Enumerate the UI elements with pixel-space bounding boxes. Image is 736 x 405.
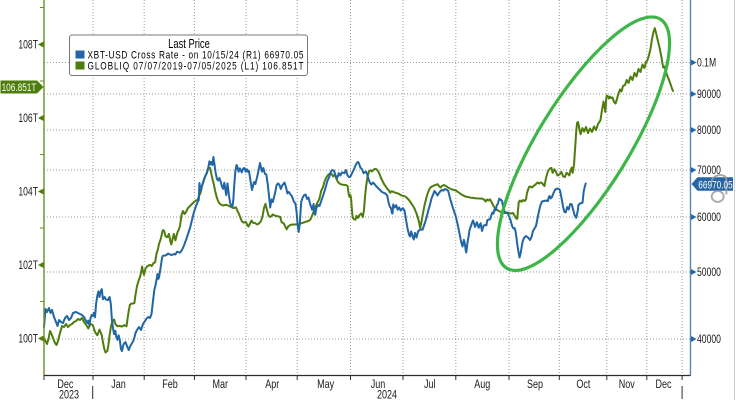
svg-text:106.851T: 106.851T bbox=[2, 82, 37, 94]
svg-text:XBT-USD Cross Rate - on 10/15: XBT-USD Cross Rate - on 10/15/24 (R1) 66… bbox=[88, 49, 304, 61]
svg-text:80000: 80000 bbox=[697, 125, 721, 137]
svg-text:Aug: Aug bbox=[474, 378, 490, 392]
svg-text:Apr: Apr bbox=[265, 378, 279, 392]
svg-text:May: May bbox=[317, 378, 335, 392]
svg-text:Last Price: Last Price bbox=[168, 38, 210, 52]
svg-text:104T: 104T bbox=[18, 186, 38, 198]
svg-text:90000: 90000 bbox=[697, 89, 721, 101]
svg-text:100T: 100T bbox=[18, 333, 38, 345]
svg-text:50000: 50000 bbox=[697, 267, 721, 279]
svg-text:70000: 70000 bbox=[697, 165, 721, 177]
svg-text:Dec: Dec bbox=[57, 378, 74, 392]
svg-text:Jun: Jun bbox=[371, 378, 386, 392]
svg-text:Jul: Jul bbox=[424, 378, 435, 392]
svg-text:Nov: Nov bbox=[619, 378, 636, 392]
svg-text:102T: 102T bbox=[18, 260, 38, 272]
svg-text:GLOBLIQ 07/07/2019-07/05/2025: GLOBLIQ 07/07/2019-07/05/2025 (L1) 106.8… bbox=[88, 60, 304, 72]
svg-text:60000: 60000 bbox=[697, 212, 721, 224]
svg-text:106T: 106T bbox=[18, 113, 38, 125]
svg-text:Mar: Mar bbox=[213, 378, 229, 392]
svg-text:66970.05: 66970.05 bbox=[698, 179, 732, 191]
svg-text:2024: 2024 bbox=[377, 388, 397, 400]
svg-text:Jan: Jan bbox=[111, 378, 126, 392]
svg-text:2023: 2023 bbox=[59, 388, 79, 400]
svg-text:40000: 40000 bbox=[697, 334, 721, 346]
svg-text:Oct: Oct bbox=[576, 378, 590, 392]
svg-text:Dec: Dec bbox=[656, 378, 673, 392]
svg-text:108T: 108T bbox=[18, 39, 38, 51]
svg-text:0.1M: 0.1M bbox=[697, 57, 716, 69]
svg-text:Feb: Feb bbox=[162, 378, 178, 392]
svg-text:Sep: Sep bbox=[527, 378, 543, 392]
